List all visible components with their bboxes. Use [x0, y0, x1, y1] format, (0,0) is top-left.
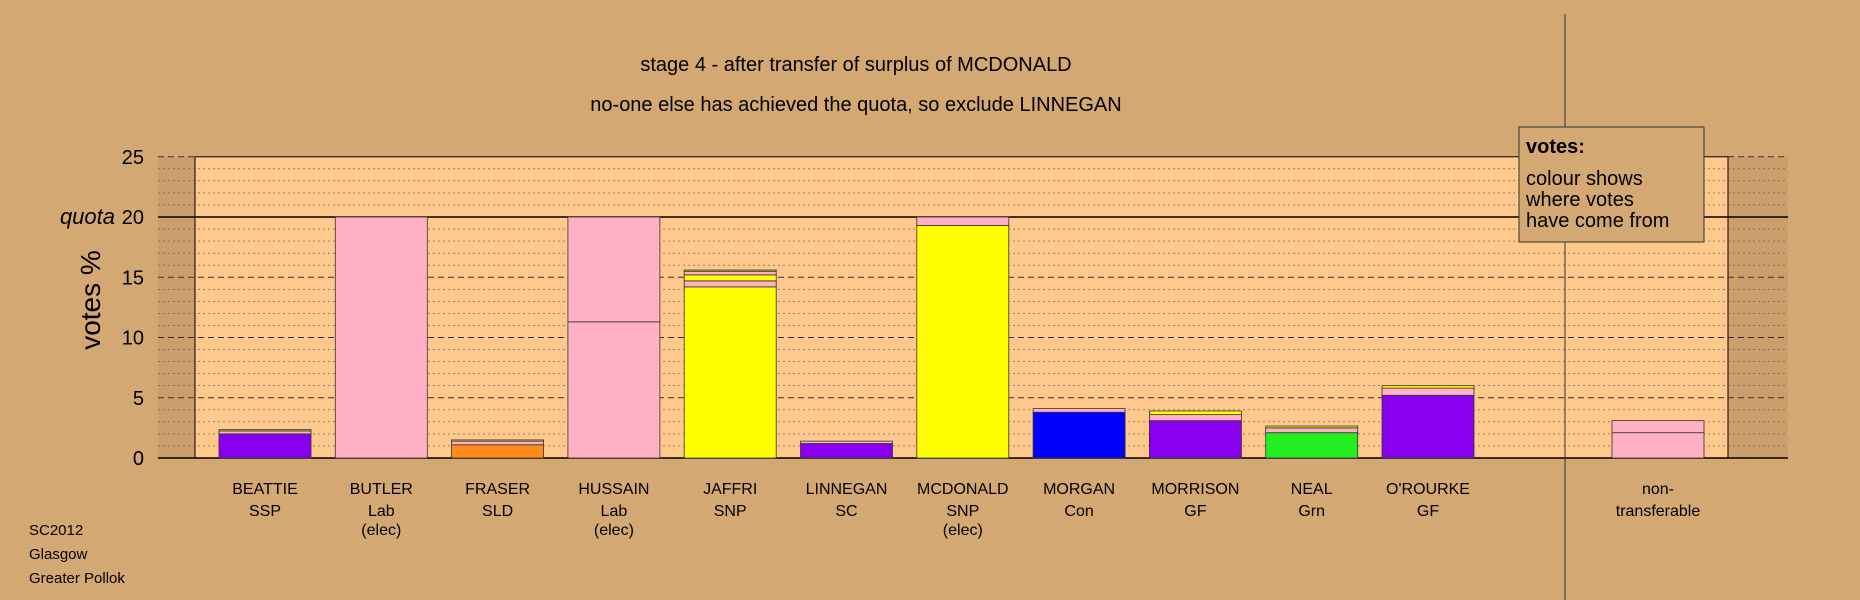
y-tick-label: 10 [122, 328, 144, 350]
candidate-name-label: MORGAN [1043, 481, 1115, 498]
bar-jaffri-segment [683, 280, 777, 288]
candidate-name-label: BEATTIE [232, 481, 298, 498]
legend-text-line: colour shows [1526, 168, 1643, 190]
y-tick-label: 25 [122, 147, 144, 169]
footer-council: Glasgow [29, 546, 88, 563]
legend-box [1518, 126, 1705, 243]
bar-jaffri-segment [683, 286, 777, 459]
candidate-party-label: GF [1184, 503, 1206, 520]
legend-text-line: where votes [1525, 189, 1634, 211]
candidate-name-label: LINNEGAN [806, 481, 888, 498]
bar-butler-segment [334, 216, 428, 459]
candidate-name-label: FRASER [465, 481, 530, 498]
footer-ward: Greater Pollok [29, 570, 125, 587]
candidate-name-label: NEAL [1291, 481, 1333, 498]
candidate-elected-label: (elec) [943, 522, 983, 539]
bar-mcdonald-segment [916, 216, 1010, 226]
bar-jaffri-segment [683, 270, 777, 276]
bar-morgan-segment [1032, 411, 1126, 459]
nontransferable-label-line2: transferable [1616, 503, 1701, 520]
bar-hussain-segment [567, 321, 661, 459]
y-tick-label: 5 [133, 388, 144, 410]
plot-left-margin [158, 156, 195, 458]
y-tick-label: 0 [133, 448, 144, 470]
bar-nontransferable-segment [1611, 432, 1705, 459]
candidate-name-label: O'ROURKE [1386, 481, 1470, 498]
bar-morrison-segment [1149, 420, 1242, 459]
quota-label: quota [60, 204, 115, 229]
candidate-name-label: HUSSAIN [578, 481, 649, 498]
candidate-elected-label: (elec) [361, 522, 401, 539]
chart-title: stage 4 - after transfer of surplus of M… [640, 54, 1071, 76]
candidate-elected-label: (elec) [594, 522, 634, 539]
bar-beattie-segment [218, 433, 312, 459]
bar-beattie-segment [218, 430, 312, 435]
candidate-party-label: SNP [946, 503, 979, 520]
y-tick-label: 15 [122, 267, 144, 289]
bar-neal-segment [1265, 425, 1359, 429]
bar-linnegan-segment [800, 443, 893, 459]
bar-neal-segment [1265, 432, 1359, 459]
candidate-name-label: MORRISON [1151, 481, 1239, 498]
bar-jaffri-segment [683, 269, 777, 272]
bar-jaffri-segment [683, 274, 777, 282]
candidate-name-label: MCDONALD [917, 481, 1009, 498]
bar-fraser-segment [451, 440, 545, 446]
candidate-party-label: SNP [714, 503, 747, 520]
bar-hussain-segment [567, 216, 661, 323]
bar-fraser-segment [451, 444, 545, 459]
candidate-name-label: BUTLER [350, 481, 413, 498]
bar-orourke-segment [1381, 385, 1475, 389]
legend-text-line: have come from [1526, 210, 1669, 232]
candidate-name-label: JAFFRI [703, 481, 757, 498]
bar-neal-segment [1265, 427, 1359, 434]
candidate-party-label: SC [835, 503, 857, 520]
y-axis-label: votes % [75, 250, 106, 350]
legend-title: votes: [1526, 136, 1585, 158]
y-tick-label: 20 [122, 207, 144, 229]
bar-morgan-segment [1032, 408, 1126, 413]
plot-right-margin [1728, 156, 1788, 458]
bar-nontransferable-segment [1611, 420, 1705, 434]
candidate-party-label: Lab [368, 503, 395, 520]
candidate-party-label: SSP [249, 503, 281, 520]
bar-beattie-segment [218, 429, 312, 432]
bar-orourke-segment [1381, 394, 1475, 459]
candidate-party-label: SLD [482, 503, 513, 520]
bar-morrison-segment [1149, 410, 1242, 416]
bar-fraser-segment [451, 439, 545, 442]
candidate-party-label: Lab [601, 503, 628, 520]
nontransferable-label-line1: non- [1642, 481, 1674, 498]
bar-orourke-segment [1381, 387, 1475, 396]
bar-morrison-segment [1149, 414, 1242, 422]
bar-mcdonald-segment [916, 225, 1010, 459]
candidate-party-label: Grn [1298, 503, 1325, 520]
candidate-party-label: Con [1064, 503, 1093, 520]
candidate-party-label: GF [1417, 503, 1439, 520]
footer-election: SC2012 [29, 522, 84, 539]
chart-subtitle: no-one else has achieved the quota, so e… [590, 94, 1121, 116]
bar-linnegan-segment [800, 440, 893, 444]
